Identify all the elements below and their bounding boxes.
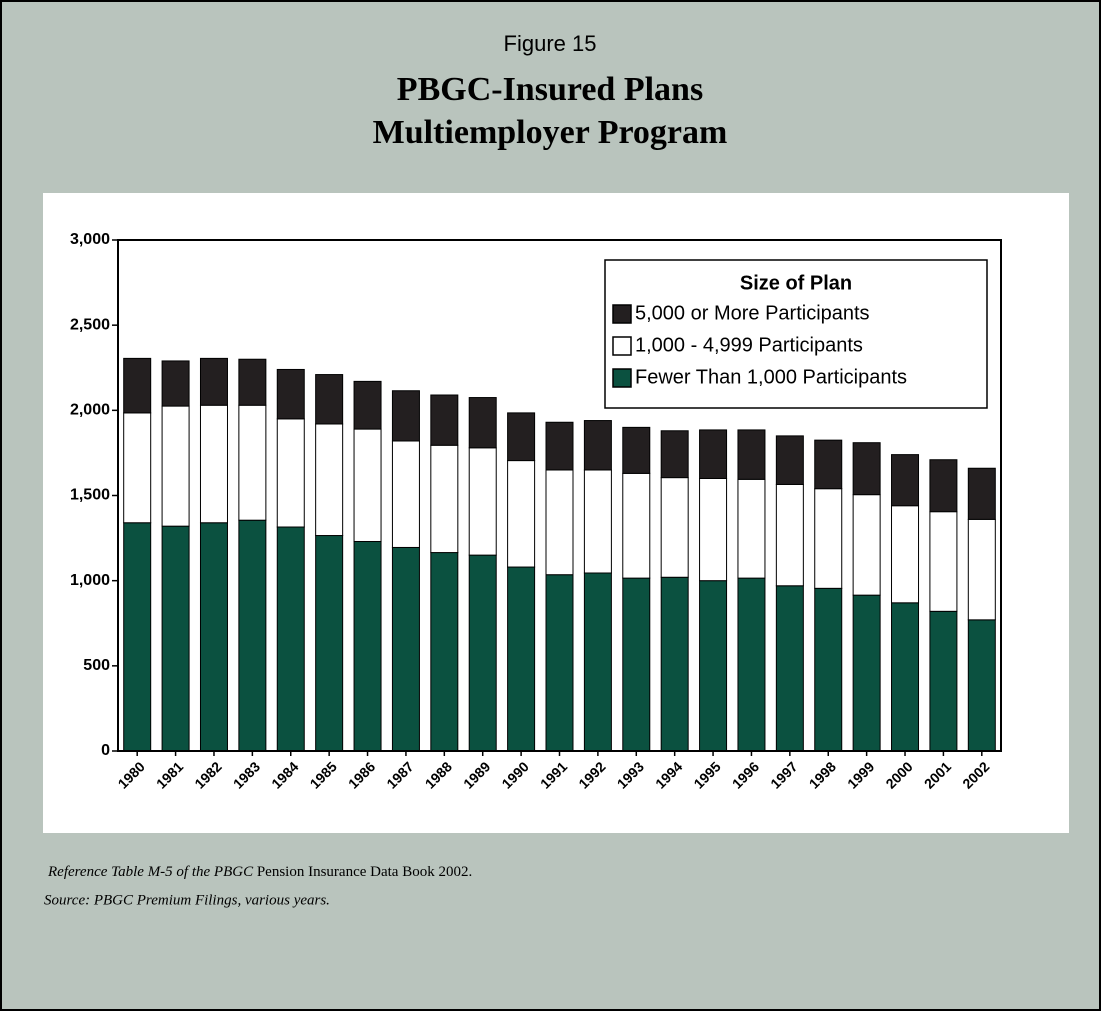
bar-segment xyxy=(507,460,536,568)
bar-segment xyxy=(622,426,651,474)
bar-segment xyxy=(699,580,728,752)
bar-segment xyxy=(430,552,459,752)
bar-segment xyxy=(737,429,766,480)
bar-segment xyxy=(315,374,344,425)
bar-segment xyxy=(545,421,574,471)
bar-segment xyxy=(430,394,459,446)
bar-segment xyxy=(929,511,958,612)
bar-segment xyxy=(123,357,152,414)
bar-segment xyxy=(814,439,843,490)
bar-segment xyxy=(468,554,497,752)
bar-segment xyxy=(468,397,497,449)
legend-box xyxy=(604,259,988,409)
bar-segment xyxy=(583,420,612,471)
bar-segment xyxy=(468,447,497,556)
bar-segment xyxy=(276,526,305,752)
y-tick-label: 3,000 xyxy=(70,231,110,248)
bar-segment xyxy=(891,454,920,507)
y-tick-label: 0 xyxy=(101,742,110,759)
reference-note: Reference Table M-5 of the PBGC Pension … xyxy=(47,864,472,880)
bar-segment xyxy=(891,505,920,604)
legend-swatch xyxy=(612,336,632,356)
bar-segment xyxy=(276,418,305,528)
bar-segment xyxy=(737,577,766,752)
bar-segment xyxy=(929,459,958,513)
bar-segment xyxy=(353,428,382,542)
bar-segment xyxy=(238,358,267,406)
bar-segment xyxy=(737,478,766,579)
legend-swatch xyxy=(612,304,632,324)
reference-italic: Reference Table M-5 of the PBGC xyxy=(47,864,254,880)
legend-swatch xyxy=(612,368,632,388)
bar-segment xyxy=(391,390,420,442)
bar-segment xyxy=(199,404,228,524)
bar-segment xyxy=(929,610,958,752)
legend-title: Size of Plan xyxy=(740,272,852,294)
bar-segment xyxy=(660,430,689,479)
reference-plain: Pension Insurance Data Book 2002. xyxy=(257,864,472,880)
bar-segment xyxy=(814,488,843,589)
y-tick-label: 1,000 xyxy=(70,572,110,589)
bar-segment xyxy=(353,380,382,430)
bar-segment xyxy=(238,519,267,752)
plot-frame xyxy=(117,239,1002,752)
y-tick-label: 500 xyxy=(83,657,110,674)
bar-segment xyxy=(699,429,728,479)
bar-segment xyxy=(622,472,651,579)
bar-segment xyxy=(199,357,228,406)
chart-title: Multiemployer Program xyxy=(373,114,728,151)
bar-segment xyxy=(353,540,382,752)
bar-segment xyxy=(276,368,305,420)
bar-segment xyxy=(660,576,689,752)
legend-label: 5,000 or More Participants xyxy=(635,302,870,324)
bar-segment xyxy=(852,494,881,596)
bar-segment xyxy=(545,574,574,752)
bar-segment xyxy=(161,525,190,752)
bar-segment xyxy=(545,469,574,576)
bar-segment xyxy=(583,469,612,574)
bar-segment xyxy=(583,572,612,752)
source-note: Source: PBGC Premium Filings, various ye… xyxy=(44,892,330,908)
bar-segment xyxy=(660,477,689,578)
bar-segment xyxy=(507,412,536,462)
bar-segment xyxy=(891,602,920,752)
bar-segment xyxy=(967,518,996,621)
bar-segment xyxy=(315,535,344,752)
bar-segment xyxy=(199,522,228,752)
y-tick-label: 1,500 xyxy=(70,487,110,504)
bar-segment xyxy=(775,435,804,485)
bar-segment xyxy=(238,404,267,521)
legend-label: 1,000 - 4,999 Participants xyxy=(635,334,863,356)
bar-segment xyxy=(967,467,996,520)
bar-segment xyxy=(161,360,190,407)
legend-label: Fewer Than 1,000 Participants xyxy=(635,366,907,388)
bar-segment xyxy=(775,483,804,587)
bar-segment xyxy=(123,412,152,524)
bar-segment xyxy=(622,577,651,752)
bar-segment xyxy=(430,444,459,554)
bar-segment xyxy=(699,477,728,582)
bar-segment xyxy=(391,440,420,548)
figure-label: Figure 15 xyxy=(504,31,597,56)
bar-segment xyxy=(852,594,881,752)
bar-segment xyxy=(391,546,420,752)
bar-segment xyxy=(775,585,804,752)
bar-segment xyxy=(814,587,843,752)
bar-segment xyxy=(507,566,536,752)
bar-segment xyxy=(315,423,344,537)
y-tick-label: 2,000 xyxy=(70,402,110,419)
y-tick-label: 2,500 xyxy=(70,316,110,333)
chart-title: PBGC-Insured Plans xyxy=(397,71,703,108)
bar-segment xyxy=(161,405,190,527)
bar-segment xyxy=(852,442,881,496)
bar-segment xyxy=(967,619,996,752)
bar-segment xyxy=(123,522,152,752)
